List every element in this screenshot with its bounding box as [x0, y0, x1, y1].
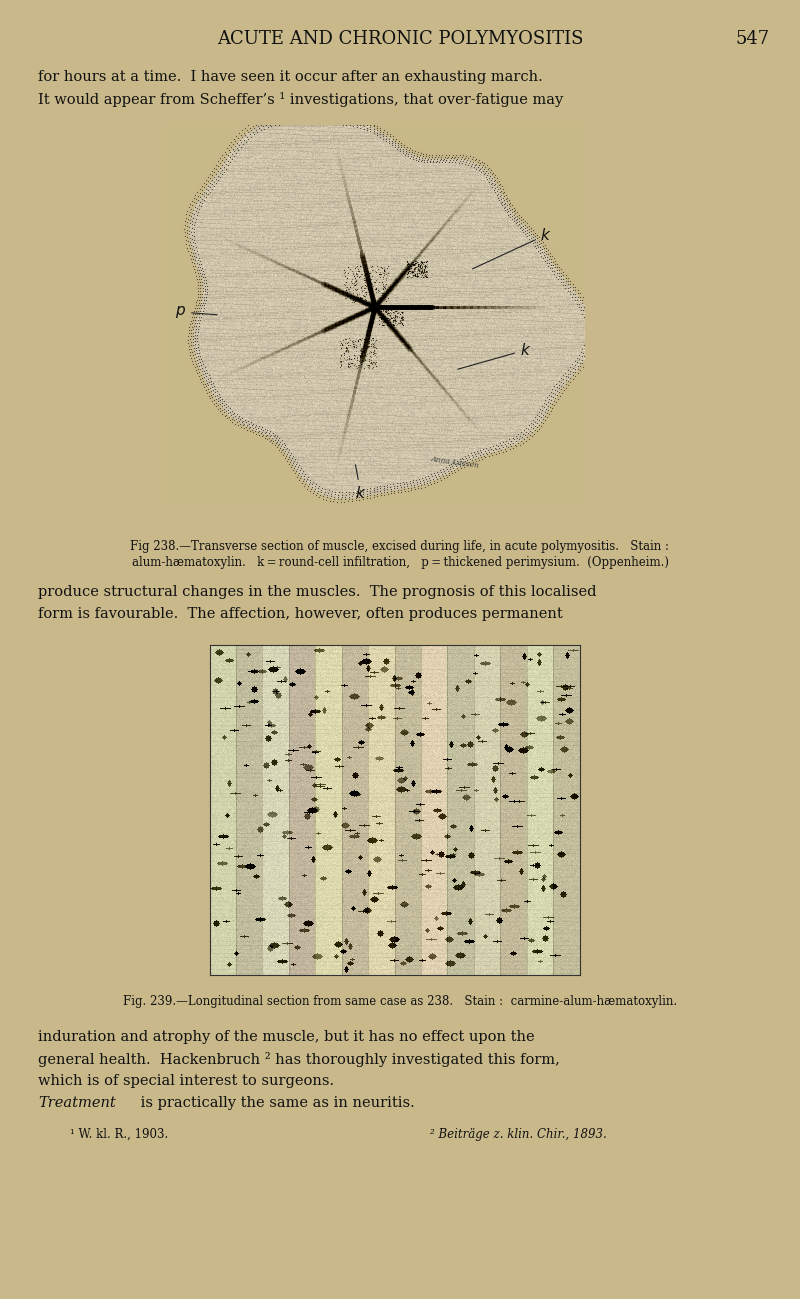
Text: 547: 547: [736, 30, 770, 48]
Text: produce structural changes in the muscles.  The prognosis of this localised: produce structural changes in the muscle…: [38, 585, 597, 599]
Text: Fig 238.—Transverse section of muscle, excised during life, in acute polymyositi: Fig 238.—Transverse section of muscle, e…: [130, 540, 670, 553]
Text: is practically the same as in neuritis.: is practically the same as in neuritis.: [136, 1096, 414, 1111]
Text: Anna Lassen: Anna Lassen: [430, 455, 479, 470]
Text: $k$: $k$: [458, 342, 531, 369]
Text: alum-hæmatoxylin.   k = round-cell infiltration,   p = thickened perimysium.  (O: alum-hæmatoxylin. k = round-cell infiltr…: [131, 556, 669, 569]
Text: ¹ W. kl. R., 1903.: ¹ W. kl. R., 1903.: [70, 1128, 168, 1141]
Text: ² Beiträge z. klin. Chir., 1893.: ² Beiträge z. klin. Chir., 1893.: [430, 1128, 606, 1141]
Text: It would appear from Scheffer’s ¹ investigations, that over-fatigue may: It would appear from Scheffer’s ¹ invest…: [38, 92, 563, 107]
Text: ACUTE AND CHRONIC POLYMYOSITIS: ACUTE AND CHRONIC POLYMYOSITIS: [217, 30, 583, 48]
Text: form is favourable.  The affection, however, often produces permanent: form is favourable. The affection, howev…: [38, 607, 562, 621]
Text: general health.  Hackenbruch ² has thoroughly investigated this form,: general health. Hackenbruch ² has thorou…: [38, 1052, 560, 1066]
Text: $k$: $k$: [473, 227, 551, 269]
Text: induration and atrophy of the muscle, but it has no effect upon the: induration and atrophy of the muscle, bu…: [38, 1030, 534, 1044]
Text: Fig. 239.—Longitudinal section from same case as 238.   Stain :  carmine-alum-hæ: Fig. 239.—Longitudinal section from same…: [123, 995, 677, 1008]
Text: which is of special interest to surgeons.: which is of special interest to surgeons…: [38, 1074, 334, 1089]
Text: Treatment: Treatment: [38, 1096, 116, 1111]
Text: $p$: $p$: [175, 304, 218, 320]
Text: for hours at a time.  I have seen it occur after an exhausting march.: for hours at a time. I have seen it occu…: [38, 70, 542, 84]
Text: $k$: $k$: [355, 465, 366, 501]
